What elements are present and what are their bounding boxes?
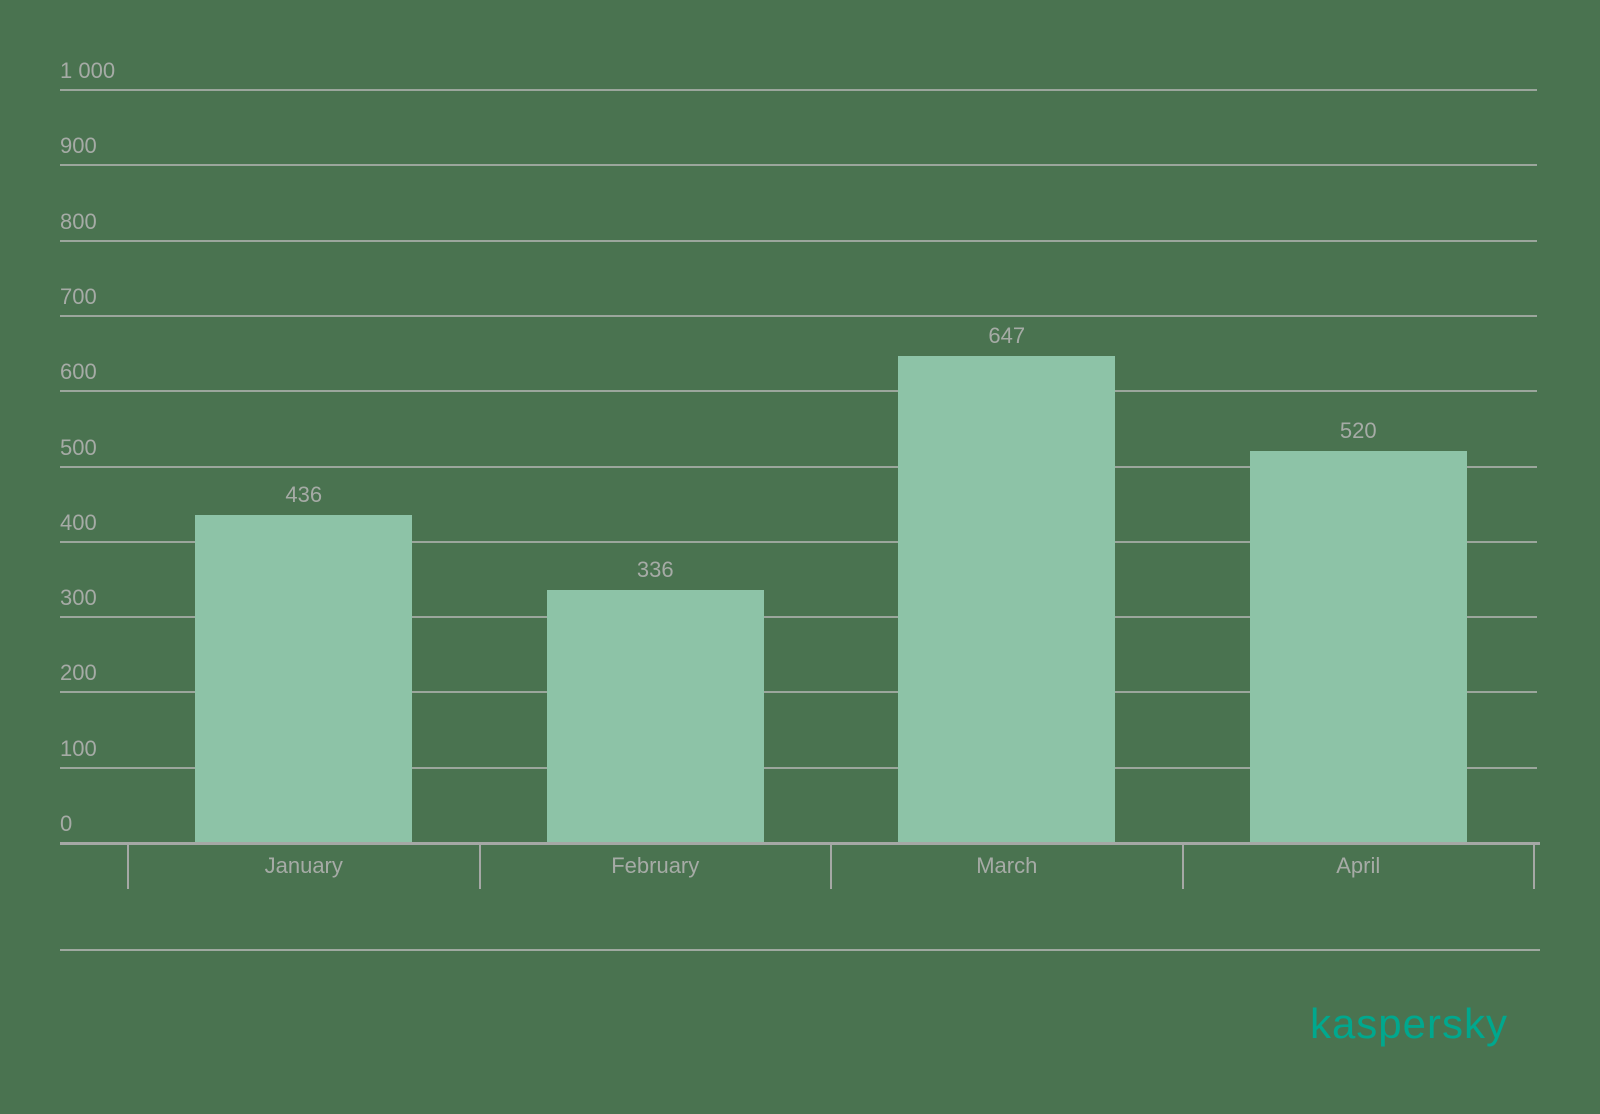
- y-axis-tick-label: 200: [60, 660, 97, 686]
- gridline: [60, 766, 1537, 769]
- gridline: [60, 540, 1537, 543]
- bar-value-label: 336: [636, 556, 674, 582]
- bar-value-label: 647: [988, 322, 1026, 348]
- x-axis-tick: [1181, 843, 1184, 889]
- gridline: [60, 314, 1537, 317]
- y-axis-tick-label: 500: [60, 434, 97, 460]
- gridline: [60, 465, 1537, 468]
- y-axis-tick-label: 700: [60, 283, 97, 309]
- y-axis-tick-label: 900: [60, 133, 97, 159]
- x-axis-category-label: April: [1336, 853, 1381, 878]
- x-axis-tick: [478, 843, 481, 889]
- footer-divider: [60, 949, 1540, 951]
- gridline: [60, 239, 1537, 242]
- x-axis-category-label: February: [611, 853, 700, 878]
- gridline: [60, 390, 1537, 393]
- y-axis-tick-label: 0: [60, 811, 73, 836]
- y-axis-tick-label: 1 000: [60, 58, 116, 83]
- gridline: [60, 691, 1537, 694]
- x-axis-category-label: March: [976, 853, 1038, 878]
- y-axis-tick-label: 800: [60, 208, 97, 234]
- x-axis-tick: [127, 843, 129, 889]
- gridline: [60, 616, 1537, 619]
- x-axis-tick: [830, 843, 832, 889]
- kaspersky-logo: kaspersky: [1309, 1000, 1508, 1047]
- bar-february: [546, 589, 764, 842]
- gridline: [60, 89, 1537, 91]
- x-axis-tick: [1533, 843, 1535, 889]
- gridline: [60, 164, 1537, 167]
- x-axis-category-label: January: [264, 853, 343, 878]
- y-axis-tick-label: 600: [60, 359, 97, 385]
- bar-value-label: 520: [1339, 418, 1377, 444]
- bar-march: [898, 355, 1116, 842]
- bar-april: [1249, 451, 1467, 842]
- y-axis-tick-label: 400: [60, 509, 97, 535]
- y-axis-tick-label: 100: [60, 735, 97, 761]
- x-axis-line: [60, 842, 1540, 845]
- bar-january: [195, 514, 413, 842]
- bar-value-label: 436: [285, 481, 323, 507]
- y-axis-tick-label: 300: [60, 585, 97, 611]
